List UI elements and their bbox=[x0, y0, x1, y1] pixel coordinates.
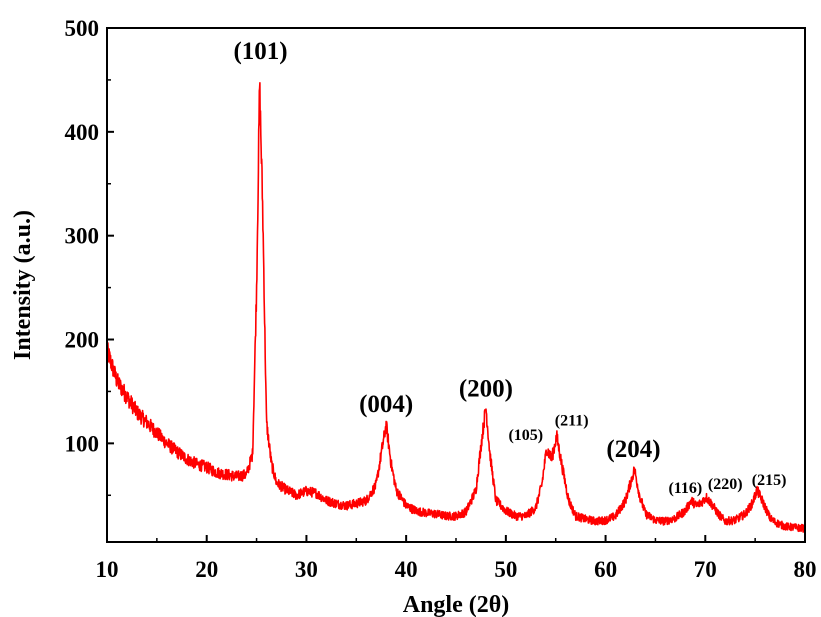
x-tick-label: 10 bbox=[96, 557, 119, 582]
peak-label: (215) bbox=[752, 472, 787, 489]
x-axis: 10 20 30 40 50 60 70 80 bbox=[96, 535, 817, 582]
peak-label: (211) bbox=[555, 413, 589, 430]
y-axis: 100 200 300 400 500 bbox=[65, 16, 114, 497]
y-tick-label: 100 bbox=[65, 431, 100, 456]
peak-label: (004) bbox=[359, 391, 413, 418]
x-tick-label: 50 bbox=[494, 557, 517, 582]
plot-frame bbox=[106, 27, 806, 543]
y-tick-label: 300 bbox=[65, 224, 100, 249]
peak-label: (105) bbox=[508, 427, 543, 444]
x-tick-label: 30 bbox=[295, 557, 318, 582]
x-tick-label: 20 bbox=[195, 557, 218, 582]
peak-label: (101) bbox=[233, 38, 287, 65]
x-tick-label: 40 bbox=[395, 557, 418, 582]
peak-labels: (101) (004) (200) (105) (211) (204) (116) (220)… bbox=[233, 38, 786, 497]
peak-label: (220) bbox=[708, 476, 743, 493]
series-line-group bbox=[106, 82, 806, 533]
peak-label: (204) bbox=[606, 436, 660, 463]
y-tick-label: 400 bbox=[65, 120, 100, 145]
series-line bbox=[106, 82, 806, 533]
x-tick-label: 60 bbox=[594, 557, 617, 582]
peak-label: (200) bbox=[459, 376, 513, 403]
x-tick-label: 80 bbox=[794, 557, 817, 582]
x-axis-title: Angle (2θ) bbox=[403, 592, 510, 617]
x-tick-label: 70 bbox=[694, 557, 717, 582]
peak-label: (116) bbox=[668, 480, 702, 497]
y-tick-label: 200 bbox=[65, 328, 100, 353]
y-axis-title: Intensity (a.u.) bbox=[10, 210, 36, 360]
y-tick-label: 500 bbox=[65, 16, 100, 41]
